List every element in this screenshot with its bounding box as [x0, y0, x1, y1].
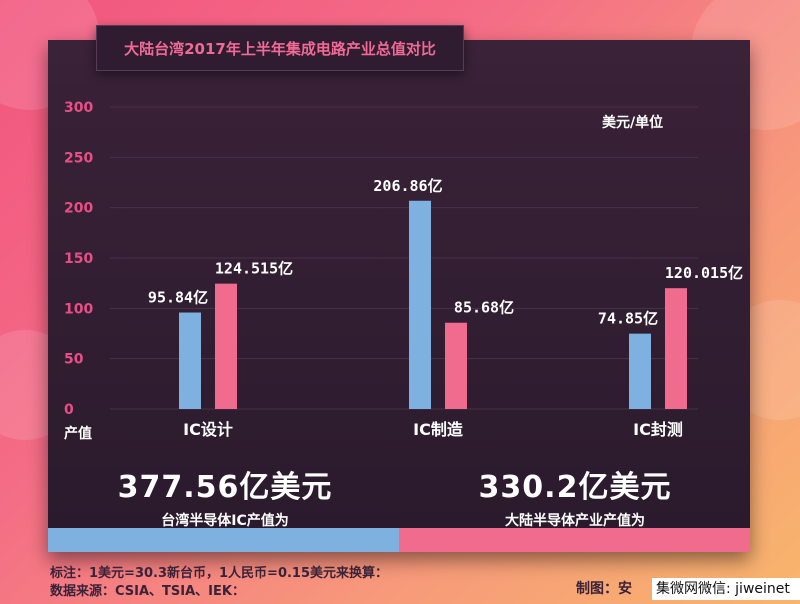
data-label: 95.84亿: [148, 289, 208, 307]
data-label: 206.86亿: [373, 177, 442, 195]
y-tick-label: 300: [64, 100, 93, 116]
chart-panel: [48, 40, 750, 552]
bar: [665, 288, 687, 409]
y-axis-label: 产值: [64, 426, 92, 442]
y-tick-label: 250: [64, 150, 93, 166]
data-label: 85.68亿: [454, 299, 514, 317]
taiwan-total-value: 377.56亿美元: [117, 470, 333, 505]
y-tick-label: 200: [64, 201, 93, 217]
exchange-rate-note: 标注：1美元=30.3新台币，1人民币=0.15美元来换算：: [50, 566, 389, 581]
y-tick-label: 150: [64, 251, 93, 267]
mainland-total-caption: 大陆半导体产业产值为: [505, 513, 645, 529]
taiwan-total: 377.56亿美元 台湾半导体IC产值为: [100, 462, 350, 530]
taiwan-color-strip: [48, 528, 399, 552]
mainland-total-value: 330.2亿美元: [478, 470, 672, 505]
y-tick-label: 100: [64, 301, 93, 317]
chart-title: 大陆台湾2017年上半年集成电路产业总值对比: [96, 25, 464, 71]
bar: [445, 322, 467, 409]
data-label: 74.85亿: [598, 310, 658, 328]
taiwan-total-caption: 台湾半导体IC产值为: [161, 513, 289, 529]
bar: [179, 312, 201, 409]
data-source-note: 数据来源：CSIA、TSIA、IEK：: [50, 584, 245, 599]
data-label: 120.015亿: [665, 264, 743, 282]
maker-credit: 制图：安: [576, 581, 632, 597]
x-tick-label: IC封测: [633, 420, 683, 439]
y-tick-label: 0: [64, 402, 74, 418]
x-tick-label: IC设计: [183, 420, 233, 439]
bar-chart: 0 50 100 150 200 250 300 95.84亿 124.515亿 IC设计 206.…: [64, 100, 743, 439]
watermark: 集微网微信: jiweinet: [652, 578, 800, 600]
bar: [409, 200, 431, 409]
mainland-color-strip: [399, 528, 750, 552]
bar: [629, 333, 651, 409]
x-tick-label: IC制造: [413, 420, 464, 439]
unit-label: 美元/单位: [602, 115, 664, 131]
mainland-total: 330.2亿美元 大陆半导体产业产值为: [450, 462, 700, 530]
bar: [215, 283, 237, 409]
y-tick-label: 50: [64, 352, 84, 368]
data-label: 124.515亿: [215, 260, 293, 278]
